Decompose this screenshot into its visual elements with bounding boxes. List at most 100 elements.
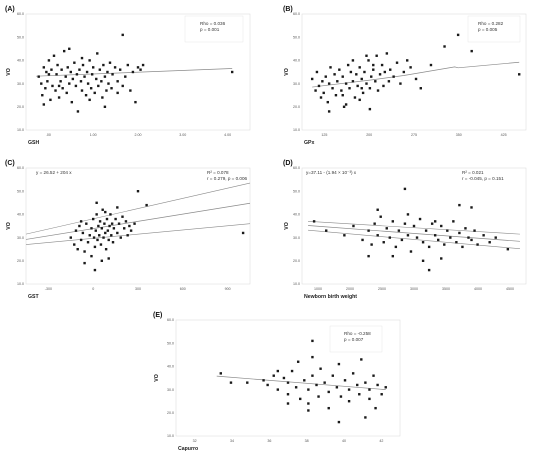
chart-c-xtick: 600 bbox=[180, 287, 186, 291]
chart-e-data-point bbox=[272, 374, 275, 377]
chart-b-data-point bbox=[395, 61, 399, 64]
chart-a-data-point bbox=[101, 96, 104, 99]
chart-e-data-point bbox=[368, 388, 371, 391]
chart-c-data-point bbox=[86, 241, 90, 244]
chart-e-xtick: 36 bbox=[267, 439, 271, 443]
chart-d-data-point bbox=[455, 241, 458, 244]
panel-d: (D) 10.0 20.0 30.0 40.0 50.0 60.0 1000 2000 2500 3… bbox=[280, 156, 548, 308]
chart-b-data-point bbox=[363, 70, 366, 74]
chart-d-xtick: 1000 bbox=[314, 287, 322, 291]
chart-d-data-point bbox=[412, 224, 416, 228]
chart-a-data-point bbox=[50, 68, 53, 71]
chart-d-data-point bbox=[391, 220, 395, 223]
chart-a-fit-line bbox=[36, 68, 233, 77]
chart-d-data-point bbox=[406, 213, 410, 216]
chart-e-data-point bbox=[315, 383, 318, 387]
chart-e-data-point bbox=[286, 393, 290, 396]
chart-e-y-axis-label: VO bbox=[154, 374, 160, 382]
chart-c-xtick: 300 bbox=[135, 287, 141, 291]
panel-c: (C) 10.0 20.0 30.0 40.0 50.0 60.0 -300 0 300 600 90… bbox=[2, 156, 274, 308]
chart-b: (B) 10.0 20.0 30.0 40.0 50.0 60.0 125 200 275 350 4… bbox=[283, 6, 527, 146]
chart-d-plot-area bbox=[301, 167, 527, 285]
chart-c-data-point bbox=[97, 224, 100, 228]
chart-a-data-point bbox=[68, 47, 71, 50]
chart-b-data-point bbox=[344, 103, 348, 106]
chart-b-data-point bbox=[429, 63, 433, 67]
chart-a-data-point bbox=[92, 66, 95, 69]
chart-b-data-point bbox=[443, 45, 446, 48]
chart-d-data-point bbox=[379, 215, 382, 218]
chart-c-data-point bbox=[107, 238, 110, 242]
chart-c-data-point bbox=[119, 236, 122, 239]
chart-d-xtick: 4000 bbox=[474, 287, 482, 291]
chart-c-data-point bbox=[112, 227, 116, 230]
chart-d-data-point bbox=[391, 254, 395, 258]
chart-a-data-point bbox=[42, 66, 46, 69]
chart-e-data-point bbox=[266, 383, 269, 387]
chart-b-data-point bbox=[358, 66, 361, 69]
chart-b-data-point bbox=[310, 77, 314, 81]
chart-a-data-point bbox=[66, 66, 69, 69]
chart-c-data-point bbox=[98, 220, 102, 223]
chart-b-data-point bbox=[392, 75, 395, 78]
chart-c-data-point bbox=[94, 229, 97, 232]
chart-d-data-point bbox=[361, 238, 364, 242]
chart-c-data-point bbox=[73, 243, 76, 246]
chart-a-data-point bbox=[79, 80, 83, 83]
chart-b-data-point bbox=[406, 59, 409, 62]
chart-d-data-point bbox=[494, 236, 497, 239]
chart-b-data-point bbox=[365, 54, 368, 57]
chart-a-data-point bbox=[71, 77, 75, 81]
chart-d-data-point bbox=[476, 243, 479, 246]
chart-a-data-point bbox=[84, 94, 88, 97]
chart-c-ytick: 60.0 bbox=[17, 166, 24, 170]
chart-a-data-point bbox=[57, 96, 61, 99]
chart-b-ytick: 10.0 bbox=[293, 128, 300, 132]
chart-c-data-point bbox=[114, 217, 117, 221]
chart-c-data-point bbox=[129, 229, 133, 232]
chart-e-data-point bbox=[347, 388, 351, 391]
chart-a-data-point bbox=[139, 68, 142, 71]
chart-e-data-point bbox=[343, 379, 347, 382]
chart-a-ytick: 20.0 bbox=[17, 105, 24, 109]
chart-e-data-point bbox=[335, 386, 339, 389]
chart-c-stat-2: r = 0.279, p = 0.006 bbox=[207, 176, 248, 181]
chart-b-data-point bbox=[372, 63, 375, 67]
chart-d-xtick: 2500 bbox=[378, 287, 386, 291]
chart-c-data-point bbox=[100, 227, 104, 230]
chart-a-xtick: 2.00 bbox=[135, 133, 142, 137]
chart-b-data-point bbox=[349, 70, 353, 74]
chart-d-data-point bbox=[433, 220, 437, 223]
chart-c-data-point bbox=[99, 243, 103, 246]
chart-c-data-point bbox=[117, 222, 121, 225]
chart-c-data-point bbox=[106, 229, 110, 232]
chart-e-ytick: 30.0 bbox=[167, 388, 174, 392]
chart-a-data-point bbox=[40, 82, 43, 85]
chart-a-data-point bbox=[88, 98, 91, 102]
chart-d-data-point bbox=[440, 224, 443, 228]
chart-a-data-point bbox=[41, 94, 44, 97]
chart-b-data-point bbox=[414, 77, 418, 81]
chart-a-data-point bbox=[86, 82, 90, 85]
chart-a-data-point bbox=[68, 82, 71, 85]
chart-e-data-point bbox=[303, 379, 306, 382]
chart-a-plot-area bbox=[25, 13, 251, 131]
chart-a-data-point bbox=[61, 87, 64, 90]
chart-e-data-point bbox=[337, 420, 341, 424]
chart-c-ytick: 20.0 bbox=[17, 259, 24, 263]
chart-a-data-point bbox=[111, 73, 114, 76]
chart-b-data-point bbox=[389, 68, 392, 71]
chart-d-data-point bbox=[367, 229, 370, 232]
panel-e: (E) 10.0 20.0 30.0 40.0 50.0 60.0 32 34 36 38 40 42 C… bbox=[150, 308, 420, 460]
chart-b-data-point bbox=[365, 82, 368, 85]
chart-d-data-point bbox=[461, 245, 464, 249]
chart-d-fit-line bbox=[308, 225, 520, 242]
chart-d-data-point bbox=[458, 203, 461, 207]
chart-c-data-point bbox=[93, 245, 97, 249]
chart-c: (C) 10.0 20.0 30.0 40.0 50.0 60.0 -300 0 300 600 90… bbox=[5, 160, 251, 300]
chart-c-data-point bbox=[101, 208, 104, 211]
chart-b-data-point bbox=[375, 54, 378, 57]
chart-b-data-point bbox=[341, 75, 344, 78]
chart-b-data-point bbox=[333, 73, 336, 76]
chart-d: (D) 10.0 20.0 30.0 40.0 50.0 60.0 1000 2000 2500 3… bbox=[283, 160, 527, 300]
